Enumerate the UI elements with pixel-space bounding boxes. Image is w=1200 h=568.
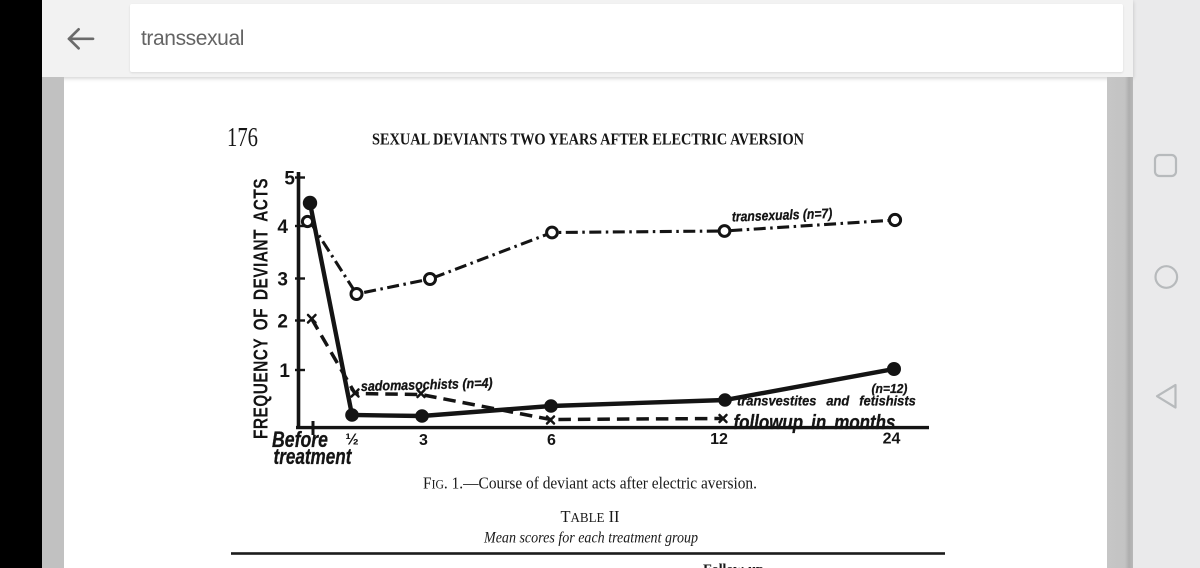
svg-text:Follow-up: Follow-up	[703, 562, 764, 568]
svg-text:treatment: treatment	[274, 445, 353, 470]
svg-text:6: 6	[547, 432, 556, 449]
svg-text:2: 2	[277, 312, 288, 333]
svg-text:transexuals (n=7): transexuals (n=7)	[732, 205, 833, 224]
svg-text:SEXUAL DEVIANTS TWO YEARS AFTE: SEXUAL DEVIANTS TWO YEARS AFTER ELECTRIC…	[372, 130, 805, 149]
svg-text:followup in months: followup in months	[734, 411, 896, 434]
svg-text:12: 12	[710, 431, 728, 448]
svg-text:4: 4	[277, 217, 288, 238]
svg-text:5: 5	[284, 169, 295, 190]
svg-text:TABLE II: TABLE II	[561, 507, 620, 526]
svg-text:Before: Before	[272, 428, 328, 452]
svg-text:3: 3	[277, 270, 288, 291]
svg-text:3: 3	[419, 432, 428, 449]
svg-text:(n=12): (n=12)	[872, 382, 908, 396]
svg-text:Mean scores for each treatment: Mean scores for each treatment group	[483, 530, 698, 547]
svg-text:FIG. 1.—Course of deviant acts: FIG. 1.—Course of deviant acts after ele…	[423, 474, 757, 493]
svg-text:sadomasochists (n=4): sadomasochists (n=4)	[361, 375, 494, 394]
svg-text:24: 24	[883, 431, 901, 448]
svg-text:FREQUENCY OF DEVIANT ACTS: FREQUENCY OF DEVIANT ACTS	[250, 178, 272, 439]
svg-text:transvestites and fetishists: transvestites and fetishists	[737, 393, 916, 409]
svg-text:1: 1	[279, 361, 290, 382]
svg-text:176: 176	[227, 122, 258, 152]
svg-text:½: ½	[345, 432, 358, 449]
